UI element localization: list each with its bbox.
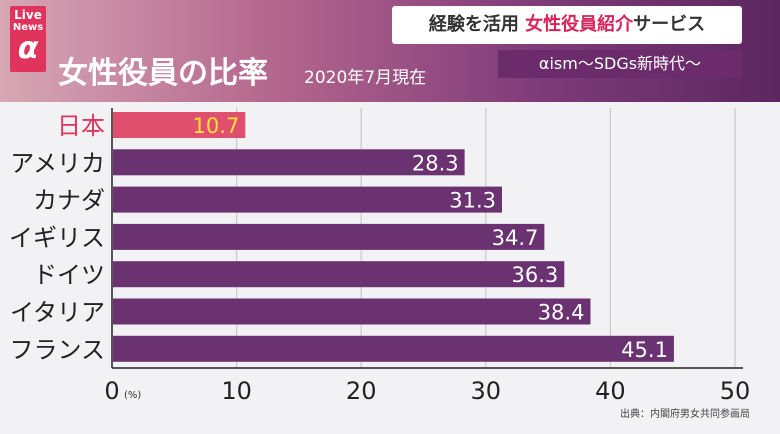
x-tick-label: 30 [471,377,502,405]
bar [113,186,502,213]
x-axis-unit: (%) [124,390,141,401]
bar [113,298,591,325]
program-banner: 経験を活用 女性役員紹介サービス [392,6,742,44]
source-note: 出典：内閣府男女共同参画局 [620,409,750,420]
logo-line1: Live [14,8,42,22]
logo-line2: News [12,22,44,33]
bar [113,112,246,138]
x-tick-label: 20 [346,377,377,405]
banner-text-part2: 女性役員紹介 [525,14,634,35]
category-label: アメリカ [10,149,105,177]
x-tick-label: 10 [221,377,252,405]
page-subtitle: 2020年7月現在 [304,68,427,88]
live-news-alpha-logo: Live News α [10,6,46,72]
bar [113,261,565,288]
category-label: ドイツ [33,261,105,289]
program-sub-banner: αism〜SDGs新時代〜 [498,50,742,78]
logo-alpha-icon: α [17,31,39,66]
category-label: イタリア [10,299,105,327]
data-label: 34.7 [492,226,539,250]
page-title: 女性役員の比率 [58,56,268,91]
data-label: 45.1 [621,338,668,362]
category-label: イギリス [9,224,105,252]
category-label: フランス [9,336,105,364]
x-tick-label: 50 [720,377,751,405]
data-label: 10.7 [193,114,240,138]
bar [113,149,465,176]
x-tick-label: 40 [595,377,626,405]
data-label: 31.3 [449,189,496,213]
bar [113,335,674,362]
data-label: 36.3 [512,263,559,287]
banner-text-part1: 経験を活用 [428,14,526,35]
category-label: カナダ [33,187,105,215]
bar [113,223,545,250]
banner-text-part3: サービス [633,14,706,35]
x-tick-label: 0 [104,377,119,405]
data-label: 28.3 [412,151,459,175]
data-label: 38.4 [538,301,585,325]
category-label: 日本 [57,112,105,140]
